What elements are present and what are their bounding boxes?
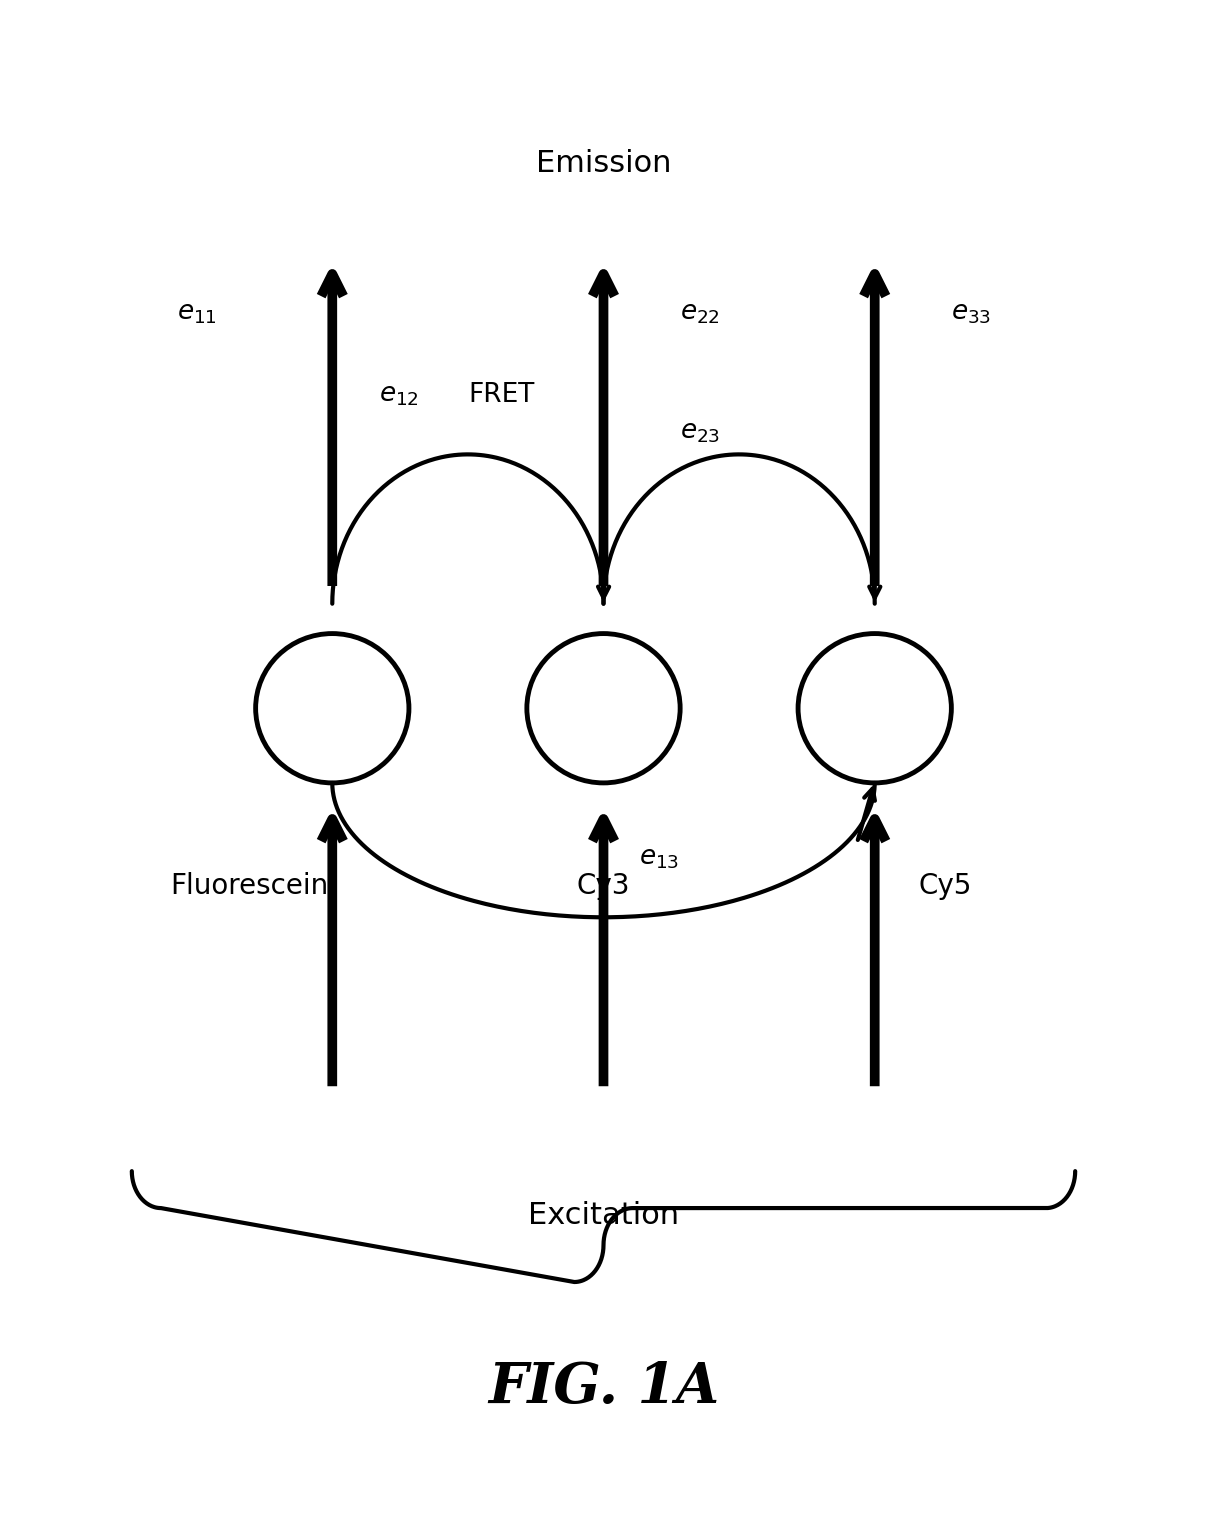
Text: $e_{33}$: $e_{33}$ (951, 300, 992, 325)
Text: Emission: Emission (536, 149, 671, 178)
Text: Cy5: Cy5 (919, 873, 972, 900)
Text: Fluorescein: Fluorescein (170, 873, 328, 900)
Text: Cy3: Cy3 (577, 873, 630, 900)
Text: Excitation: Excitation (527, 1202, 680, 1230)
Text: $e_{11}$: $e_{11}$ (176, 300, 216, 325)
Text: $e_{22}$: $e_{22}$ (681, 300, 721, 325)
Text: $e_{23}$: $e_{23}$ (681, 418, 721, 446)
Text: FRET: FRET (468, 382, 535, 408)
Text: FIG. 1A: FIG. 1A (488, 1360, 719, 1415)
Text: $e_{13}$: $e_{13}$ (639, 844, 680, 870)
Text: $e_{12}$: $e_{12}$ (379, 382, 419, 408)
